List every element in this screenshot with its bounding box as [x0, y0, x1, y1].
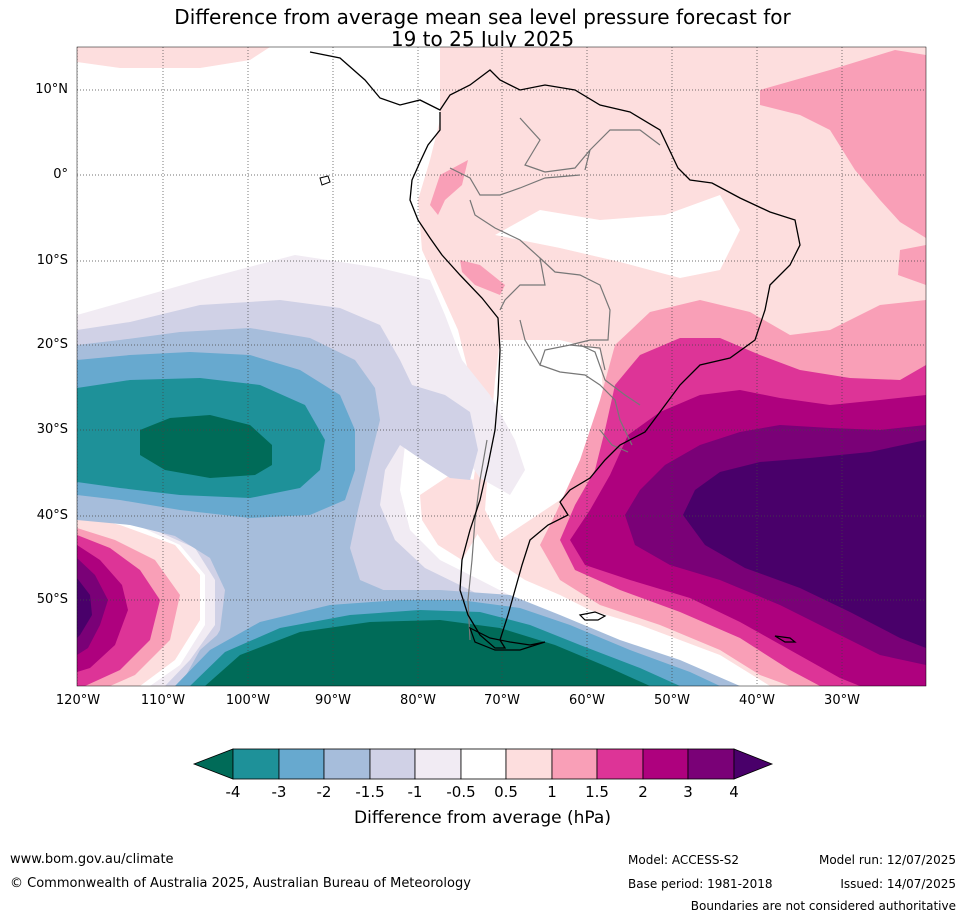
colorbar-tick: -1	[407, 783, 423, 801]
colorbar-extend-high	[733, 748, 774, 780]
graticule	[77, 47, 926, 686]
lon-label-30w: 30°W	[824, 693, 860, 708]
model-run-date: Model run: 12/07/2025	[818, 853, 956, 867]
colorbar-band-8	[551, 748, 598, 780]
contour-pos-gt-4	[683, 440, 926, 648]
lat-label-0: 0°	[53, 167, 68, 182]
contour-neutral-andes	[485, 340, 605, 540]
contour-sw-pos-4	[77, 578, 92, 638]
colorbar-tick: -3	[271, 783, 287, 801]
south-georgia	[774, 635, 797, 643]
base-period: Base period: 1981-2018	[628, 877, 773, 891]
lon-label-50w: 50°W	[654, 693, 690, 708]
lon-label-70w: 70°W	[484, 693, 520, 708]
boundary-disclaimer: Boundaries are not considered authoritat…	[690, 899, 956, 913]
issued-date: Issued: 14/07/2025	[840, 877, 956, 891]
lon-label-80w: 80°W	[400, 693, 436, 708]
south-america-coastline	[309, 51, 801, 649]
falkland-islands	[578, 611, 607, 621]
colorbar	[192, 748, 774, 780]
lat-label-50s: 50°S	[36, 592, 68, 607]
contour-pos-0.5-1-chile	[420, 475, 480, 560]
colorbar-band-10	[642, 748, 689, 780]
contour-sw-pos-3	[77, 558, 108, 655]
lon-label-100w: 100°W	[225, 693, 271, 708]
contour-south-neg-4	[205, 620, 650, 686]
lat-label-30s: 30°S	[36, 422, 68, 437]
contour-pos-1-1.5-north	[430, 160, 468, 215]
contour-neg-lt-4	[140, 415, 272, 478]
colorbar-tick: 2	[638, 783, 648, 801]
tierra-del-fuego	[468, 626, 546, 651]
colorbar-label: Difference from average (hPa)	[354, 808, 611, 828]
colorbar-tick: -4	[225, 783, 241, 801]
lat-label-10s: 10°S	[36, 253, 68, 268]
country-borders	[449, 117, 661, 641]
colorbar-tick: -2	[316, 783, 332, 801]
colorbar-extend-low	[192, 748, 234, 780]
colorbar-tick: 3	[683, 783, 693, 801]
colorbar-band-5	[414, 748, 462, 780]
colorbar-tick: 1	[547, 783, 557, 801]
lat-label-10n: 10°N	[35, 82, 68, 97]
contour-pos-1-1.5-east-small	[898, 245, 926, 285]
colorbar-tick: -1.5	[355, 783, 385, 801]
contour-neutral-interior	[495, 195, 740, 278]
colorbar-band-1	[232, 748, 280, 780]
colorbar-band-11	[687, 748, 735, 780]
contour-pos-1-1.5-east	[760, 50, 926, 238]
website-link[interactable]: www.bom.gov.au/climate	[10, 852, 174, 867]
colorbar-tick: 0.5	[494, 783, 518, 801]
lat-label-20s: 20°S	[36, 337, 68, 352]
model-name: Model: ACCESS-S2	[628, 853, 740, 867]
lon-label-90w: 90°W	[315, 693, 351, 708]
map-area	[77, 47, 926, 686]
colorbar-band-7	[505, 748, 553, 780]
contour-pos-1-1.5-andes	[460, 260, 505, 295]
chart-title-line-1: Difference from average mean sea level p…	[174, 5, 791, 29]
contour-pos-0.5-1-pacific-top	[77, 47, 270, 68]
lon-label-60w: 60°W	[569, 693, 605, 708]
colorbar-band-6	[460, 748, 507, 780]
map-frame	[76, 46, 927, 687]
colorbar-band-4	[369, 748, 416, 780]
colorbar-band-9	[596, 748, 644, 780]
colorbar-band-3	[323, 748, 371, 780]
colorbar-tick: -0.5	[446, 783, 476, 801]
galapagos-islands	[319, 175, 331, 186]
lon-label-120w: 120°W	[55, 693, 101, 708]
colorbar-tick: 1.5	[585, 783, 609, 801]
lon-label-40w: 40°W	[739, 693, 775, 708]
chart-title-line-2: 19 to 25 July 2025	[390, 27, 575, 51]
lat-label-40s: 40°S	[36, 508, 68, 523]
colorbar-tick: 4	[729, 783, 739, 801]
colorbar-band-2	[278, 748, 325, 780]
lon-label-110w: 110°W	[140, 693, 186, 708]
copyright-notice: © Commonwealth of Australia 2025, Austra…	[10, 876, 471, 891]
